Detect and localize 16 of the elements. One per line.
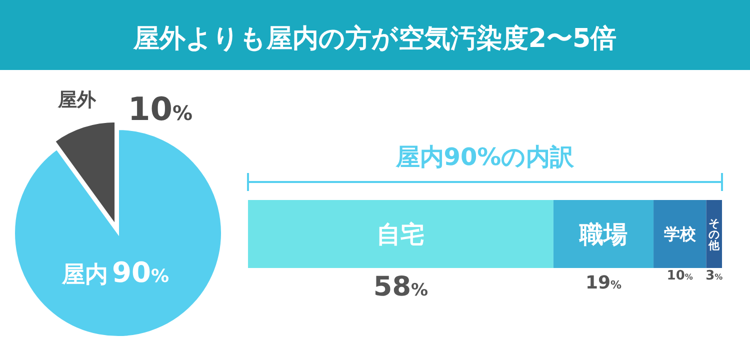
bar: [248, 200, 554, 268]
chart-title: 屋内90%の内訳: [394, 143, 576, 171]
series-label: 自宅: [376, 220, 425, 248]
data-label: 58%: [373, 272, 428, 303]
data-label: 10%: [128, 90, 193, 128]
bar: [654, 200, 706, 268]
series-label: 職場: [578, 220, 628, 248]
slice-label: 屋内: [61, 262, 108, 288]
data-label: 10%: [666, 268, 693, 284]
data-label: 90%: [112, 256, 170, 289]
series-label: 学校: [664, 224, 697, 244]
text: 屋外よりも屋内の方が空気汚染度2〜5倍: [132, 24, 617, 54]
slice-label: 屋外: [57, 89, 97, 111]
data-label: 3%: [706, 268, 723, 284]
series-label: その他: [708, 216, 721, 252]
data-label: 19%: [585, 272, 622, 294]
